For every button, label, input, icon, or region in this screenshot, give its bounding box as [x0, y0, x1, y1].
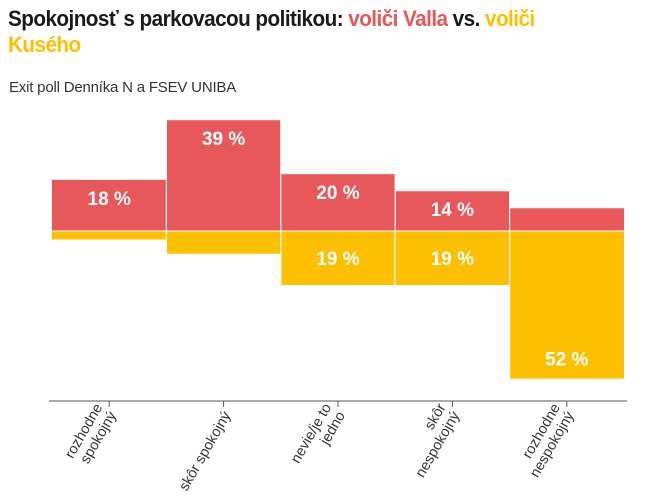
bar-kuseho — [52, 231, 167, 240]
data-label-kuseho: 52 % — [545, 350, 588, 371]
data-label-valla: 14 % — [431, 200, 474, 221]
x-tick-label: rozhodnespokojný — [62, 400, 120, 469]
x-tick-label: skôrnespokojný — [399, 400, 464, 480]
x-tick-label: rozhodnenespokojný — [513, 400, 578, 480]
bar-valla — [166, 120, 281, 231]
x-tick-label: skôr spokojný — [176, 408, 235, 493]
title-group-b: voliči Kusého — [8, 6, 535, 57]
data-label-valla: 18 % — [88, 189, 131, 210]
bar-dividers — [52, 120, 624, 379]
bar-kuseho — [509, 231, 624, 379]
bar-kuseho — [280, 231, 396, 285]
x-tick-label: nevie/je tojedno — [288, 401, 349, 474]
bar-valla — [280, 174, 396, 231]
series-kuseho — [52, 231, 624, 379]
bar-valla — [395, 191, 510, 231]
x-axis: rozhodnespokojný skôr spokojný nevie/je to… — [49, 400, 627, 494]
bar-labels: 18 % 39 % 20 % 19 % 14 % 19 % 52 % — [88, 129, 589, 370]
bar-kuseho — [166, 231, 281, 254]
title-prefix: Spokojnosť s parkovacou politikou: — [8, 6, 349, 31]
chart-title: Spokojnosť s parkovacou politikou: volič… — [8, 6, 597, 58]
title-vs: vs. — [447, 6, 486, 31]
series-valla — [52, 120, 624, 231]
title-group-a: voliči Valla — [348, 6, 448, 31]
bar-valla — [52, 179, 167, 231]
bar-kuseho — [395, 231, 510, 285]
data-label-kuseho: 19 % — [316, 249, 359, 270]
data-label-valla: 20 % — [316, 183, 359, 204]
chart-subtitle: Exit poll Denníka N a FSEV UNIBA — [9, 79, 237, 96]
data-label-kuseho: 19 % — [431, 249, 474, 270]
data-label-valla: 39 % — [202, 129, 245, 150]
bar-valla — [509, 208, 624, 231]
